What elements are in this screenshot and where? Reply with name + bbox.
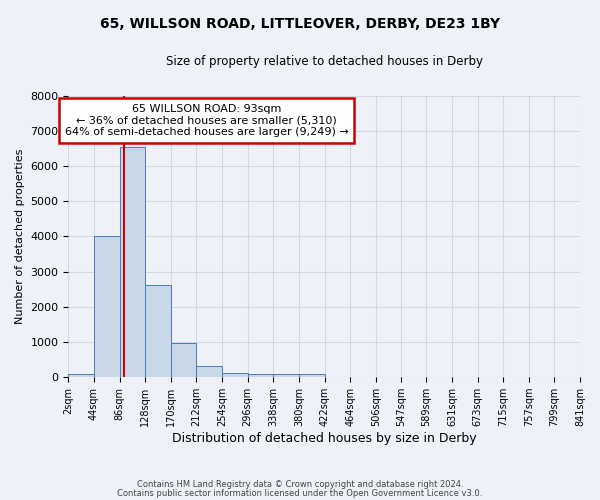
Bar [299,374,325,377]
Bar [248,374,273,377]
Bar [171,344,196,377]
X-axis label: Distribution of detached houses by size in Derby: Distribution of detached houses by size … [172,432,476,445]
Text: 65 WILLSON ROAD: 93sqm
← 36% of detached houses are smaller (5,310)
64% of semi-: 65 WILLSON ROAD: 93sqm ← 36% of detached… [65,104,349,137]
Bar [145,285,171,377]
Bar [273,374,299,377]
Bar [68,374,94,377]
Bar [94,236,119,377]
Text: Contains public sector information licensed under the Open Government Licence v3: Contains public sector information licen… [118,488,482,498]
Bar [119,146,145,377]
Y-axis label: Number of detached properties: Number of detached properties [15,148,25,324]
Bar [222,373,248,377]
Bar [196,366,222,377]
Text: 65, WILLSON ROAD, LITTLEOVER, DERBY, DE23 1BY: 65, WILLSON ROAD, LITTLEOVER, DERBY, DE2… [100,18,500,32]
Title: Size of property relative to detached houses in Derby: Size of property relative to detached ho… [166,55,483,68]
Text: Contains HM Land Registry data © Crown copyright and database right 2024.: Contains HM Land Registry data © Crown c… [137,480,463,489]
